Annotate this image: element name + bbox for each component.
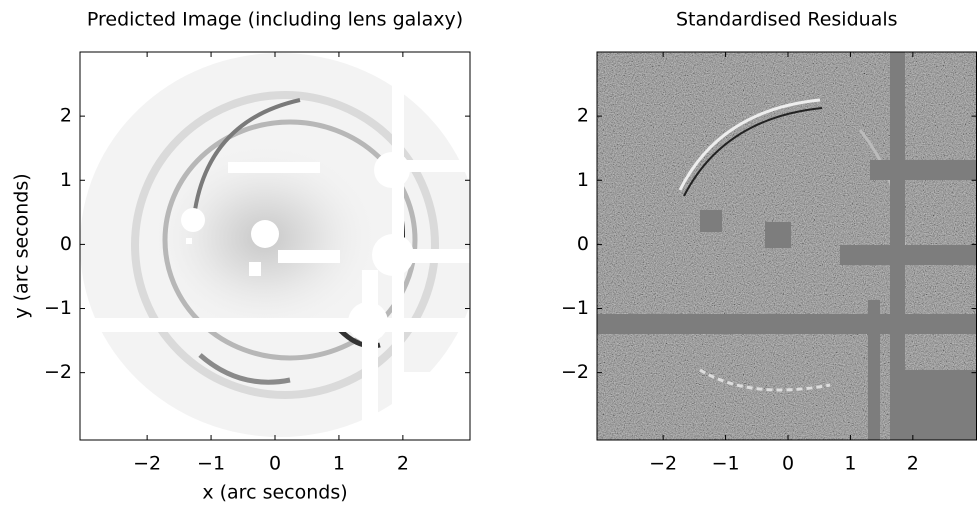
chart-title: Standardised Residuals — [676, 9, 898, 31]
y-tick-label: 0 — [577, 233, 589, 255]
x-tick-label: 2 — [907, 453, 919, 475]
y-tick-label: −2 — [561, 361, 589, 383]
residual-image — [597, 52, 977, 440]
y-tick-label: −2 — [44, 361, 72, 383]
x-tick-label: −1 — [197, 453, 225, 475]
x-tick-label: 2 — [397, 453, 409, 475]
x-tick-label: −1 — [712, 453, 740, 475]
x-tick-label: −2 — [649, 453, 677, 475]
y-axis-label: y (arc seconds) — [11, 173, 33, 318]
x-axis-label: x (arc seconds) — [202, 482, 347, 504]
y-tick-label: 2 — [60, 105, 72, 127]
x-tick-label: 1 — [844, 453, 856, 475]
y-tick-label: 2 — [577, 105, 589, 127]
predicted-image — [80, 52, 480, 440]
x-tick-label: 0 — [782, 453, 794, 475]
figure: −2 −1 0 1 2 −2 −1 0 1 2 Predicted Image (including… — [0, 0, 977, 508]
x-tick-label: 0 — [269, 453, 281, 475]
y-tick-label: 1 — [60, 169, 72, 191]
y-tick-label: 1 — [577, 169, 589, 191]
y-tick-label: −1 — [44, 297, 72, 319]
y-tick-label: −1 — [561, 297, 589, 319]
x-tick-label: 1 — [333, 453, 345, 475]
x-tick-label: −2 — [133, 453, 161, 475]
y-tick-label: 0 — [60, 233, 72, 255]
chart-title: Predicted Image (including lens galaxy) — [87, 9, 463, 31]
